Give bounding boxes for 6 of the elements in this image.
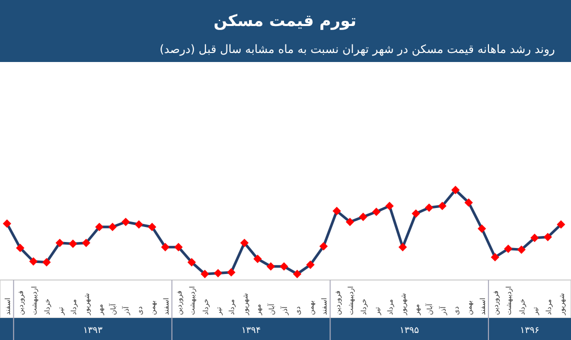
- annotation: ۱۳۹۵: [400, 326, 419, 336]
- annotation: ۱۳۹۴: [241, 326, 261, 336]
- subtitle: روند رشد ماهانه قیمت مسکن در شهر تهران نسبت به ماه مشابه سال قبل (درصد): [160, 42, 555, 56]
- annotation: ۱۳۹۶: [520, 326, 540, 336]
- title: تورم قیمت مسکن: [214, 11, 356, 30]
- annotation: ۱۳۹۳: [83, 326, 102, 336]
